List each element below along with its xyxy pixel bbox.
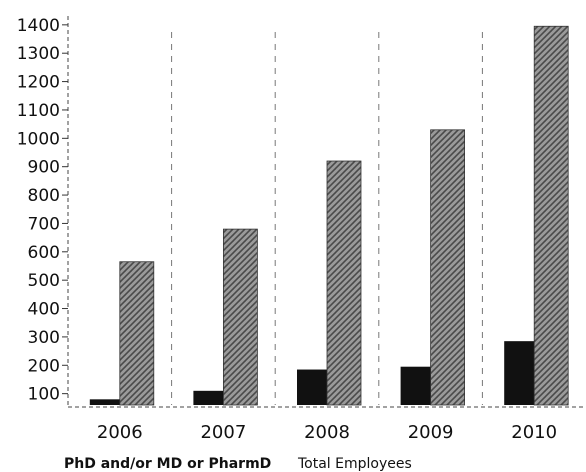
bar-total-employees-2008: [326, 160, 362, 406]
bar-total-employees-2007: [222, 228, 258, 406]
x-tick-label: 2006: [97, 422, 143, 443]
bar-phd-md-pharmd-2009: [400, 366, 431, 405]
y-tick-label: 200: [28, 356, 60, 376]
bar-phd-md-pharmd-2010: [504, 341, 535, 405]
y-tick-label: 500: [28, 271, 60, 291]
y-tick-label: 100: [28, 385, 60, 405]
legend-entry-total-employees: Total Employees: [297, 456, 412, 472]
bar-total-employees-2010: [533, 25, 569, 406]
y-tick-label: 1000: [17, 129, 60, 149]
y-tick-label: 300: [28, 328, 60, 348]
y-tick-label: 1300: [17, 44, 60, 64]
y-tick-label: 400: [28, 300, 60, 320]
x-tick-label: 2008: [304, 422, 350, 443]
legend-entry-phd-md-pharmd: PhD and/or MD or PharmD: [64, 456, 271, 472]
y-tick-label: 700: [28, 214, 60, 234]
bar-total-employees-2009: [430, 129, 466, 406]
y-tick-label: 1400: [17, 16, 60, 36]
x-tick-label: 2007: [200, 422, 246, 443]
y-tick-label: 1200: [17, 73, 60, 93]
y-tick-label: 800: [28, 186, 60, 206]
y-tick-label: 600: [28, 243, 60, 263]
bar-phd-md-pharmd-2008: [297, 369, 327, 405]
x-tick-label: 2009: [408, 422, 454, 443]
bar-phd-md-pharmd-2006: [89, 399, 120, 405]
y-tick-label: 1100: [17, 101, 60, 121]
bar-total-employees-2006: [119, 261, 155, 406]
bar-phd-md-pharmd-2007: [193, 390, 224, 405]
y-tick-label: 900: [28, 158, 60, 178]
x-tick-label: 2010: [511, 422, 557, 443]
